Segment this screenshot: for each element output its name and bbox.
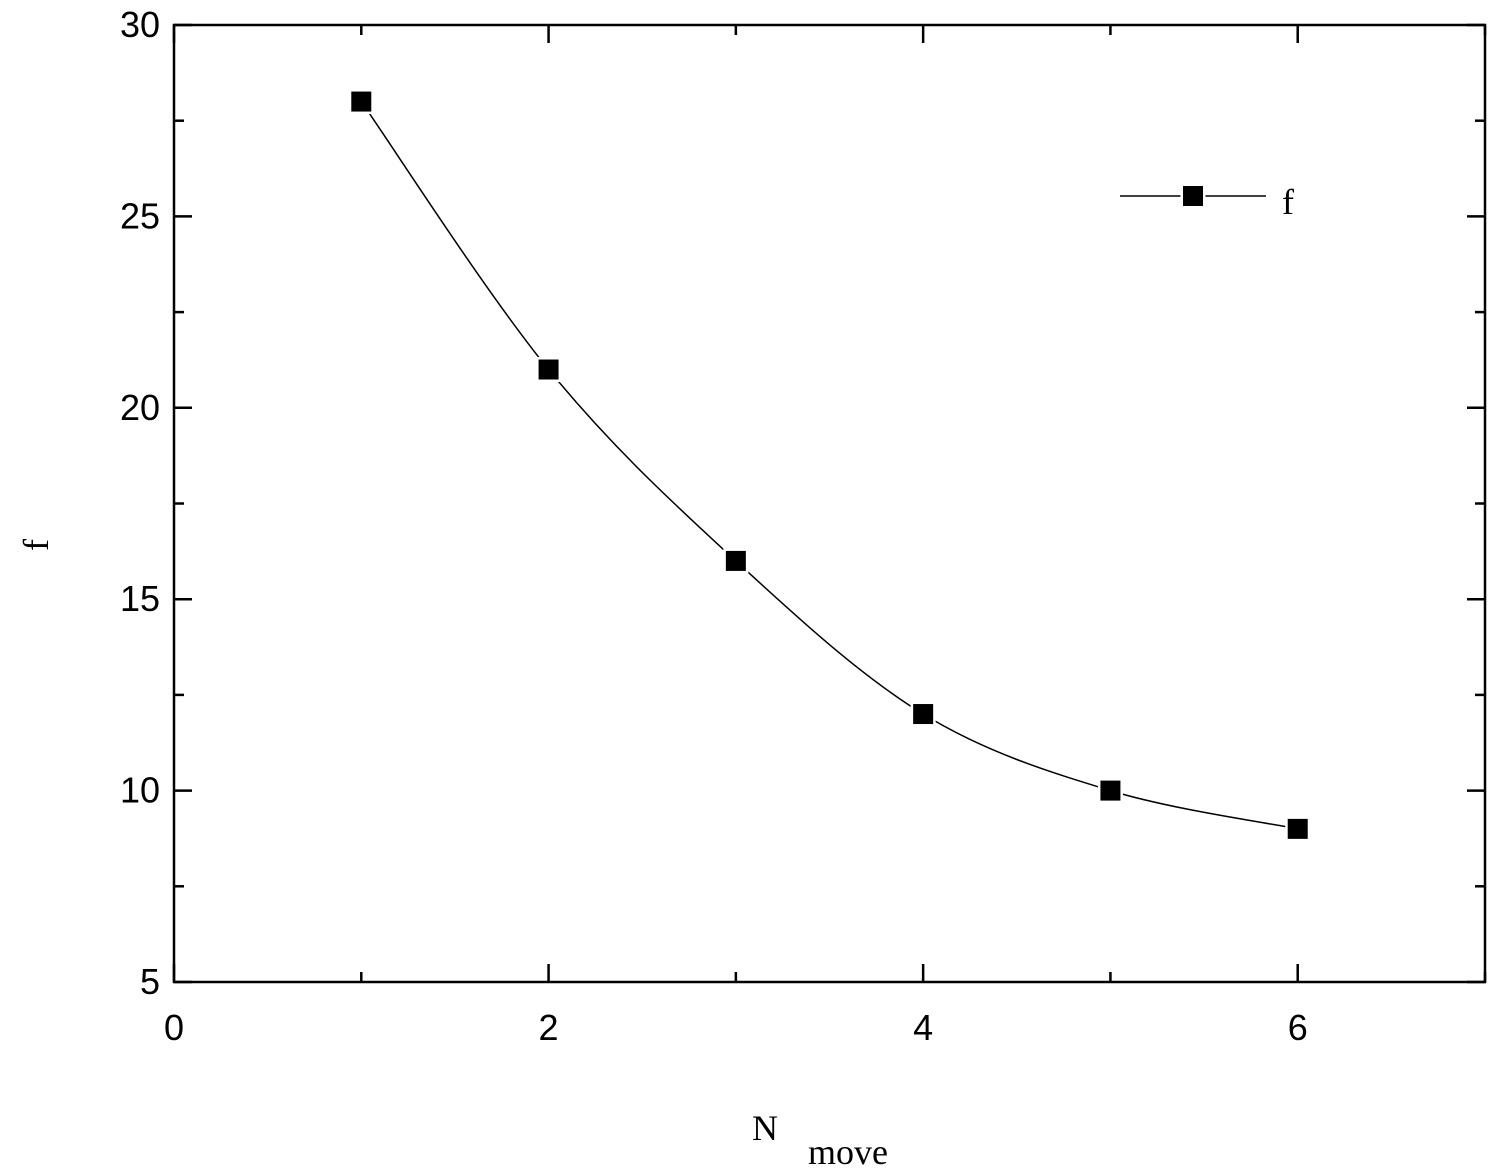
y-tick-label: 5 [140,961,160,1002]
y-tick-label: 25 [120,195,160,236]
y-tick-label: 10 [120,770,160,811]
legend-label: f [1282,182,1294,222]
y-tick-label: 15 [120,578,160,619]
y-axis-label: f [16,539,56,551]
marker [723,548,749,574]
y-tick-label: 30 [120,4,160,45]
x-tick-label: 0 [164,1007,184,1048]
marker [348,89,374,115]
x-tick-label: 4 [913,1007,933,1048]
y-tick-label: 20 [120,387,160,428]
x-axis-label-subscript: move [808,1132,888,1172]
x-tick-label: 2 [539,1007,559,1048]
marker [910,701,936,727]
marker [1285,816,1311,842]
legend-marker [1180,183,1206,209]
marker [536,357,562,383]
x-tick-label: 6 [1288,1007,1308,1048]
x-axis-label: N [752,1108,778,1148]
marker [1097,778,1123,804]
